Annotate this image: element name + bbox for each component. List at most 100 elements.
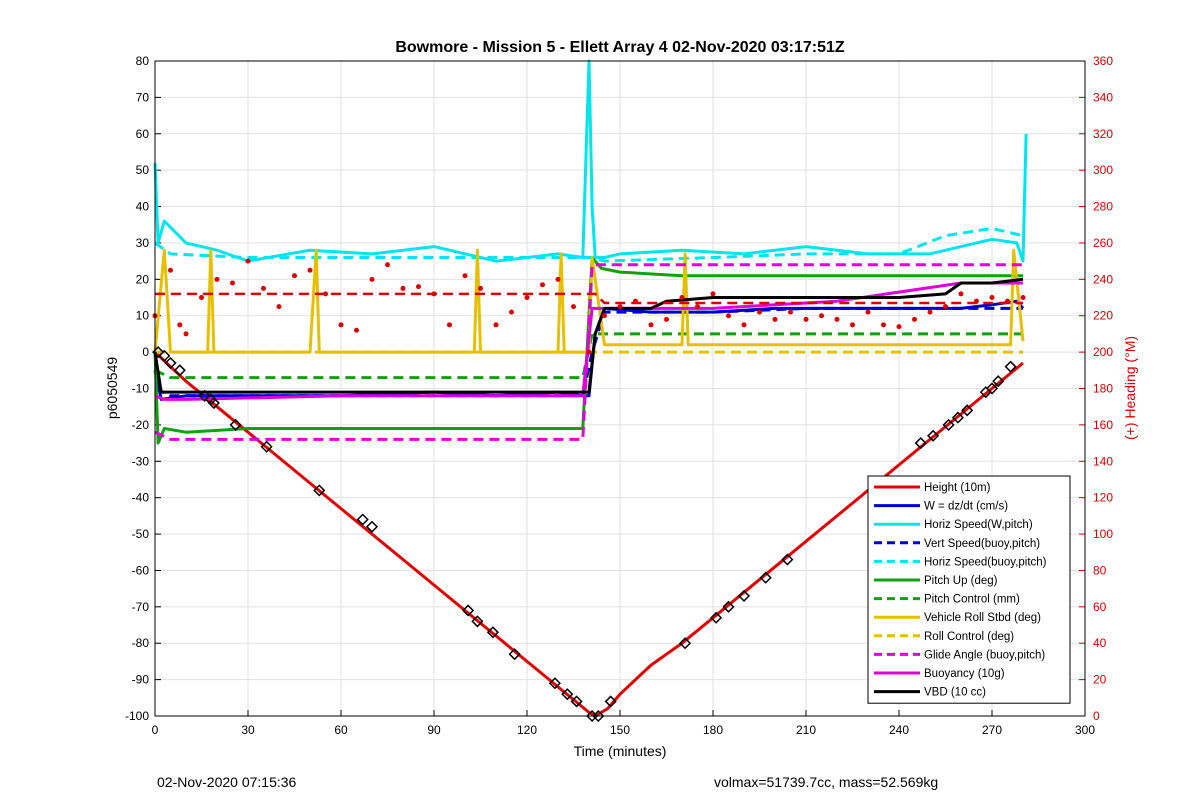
x-tick-label: 300 — [1075, 723, 1095, 737]
heading-point — [323, 291, 328, 297]
depth-marker — [759, 571, 772, 584]
y-tick-label: -20 — [132, 418, 150, 432]
y-tick-label: -30 — [132, 454, 150, 468]
heading-layer — [152, 258, 1026, 355]
heading-point — [199, 295, 204, 301]
depth-marker — [164, 356, 177, 370]
legend-label: W = dz/dt (cm/s) — [924, 501, 1008, 513]
right-tick-label: 40 — [1093, 636, 1107, 650]
heading-point — [772, 316, 778, 322]
heading-point — [369, 276, 375, 282]
x-tick-label: 270 — [982, 723, 1002, 737]
heading-point — [726, 313, 731, 319]
legend-box — [867, 475, 1071, 704]
heading-point — [478, 285, 483, 291]
right-tick-label: 240 — [1093, 272, 1113, 286]
depth-marker — [229, 418, 242, 431]
legend-label: Height (10m) — [924, 482, 991, 494]
heading-point — [912, 316, 917, 322]
depth-marker — [781, 553, 794, 566]
heading-point — [168, 267, 173, 273]
heading-point — [307, 267, 313, 273]
right-tick-label: 320 — [1093, 127, 1113, 141]
heading-point — [177, 322, 183, 328]
depth-marker — [914, 437, 927, 450]
heading-point — [1020, 295, 1026, 301]
heading-point — [865, 309, 871, 315]
depth-marker — [561, 688, 574, 701]
x-tick-label: 90 — [427, 723, 441, 737]
heading-point — [214, 276, 220, 282]
legend-label: Pitch Control (mm) — [924, 594, 1020, 606]
heading-point — [416, 284, 421, 290]
heading-point — [261, 285, 266, 291]
y-tick-label: 60 — [136, 127, 150, 141]
y-tick-label: -10 — [132, 382, 150, 396]
heading-point — [695, 304, 700, 310]
depth-marker — [1004, 360, 1017, 373]
heading-point — [927, 309, 933, 315]
heading-point — [617, 304, 623, 310]
legend-label: Horiz Speed(buoy,pitch) — [924, 556, 1047, 568]
right-tick-label: 120 — [1093, 491, 1113, 505]
y-tick-label: 50 — [136, 163, 150, 177]
heading-point — [338, 322, 344, 328]
series-line-11 — [153, 277, 1024, 394]
marker-layer — [152, 346, 1017, 723]
series-line-0 — [153, 351, 1024, 718]
heading-point — [400, 285, 406, 291]
legend-label: Vehicle Roll Stbd (deg) — [924, 612, 1041, 624]
y-tick-label: -70 — [132, 600, 150, 614]
heading-point — [230, 280, 235, 286]
right-tick-label: 280 — [1093, 200, 1113, 214]
right-tick-label: 340 — [1093, 90, 1113, 104]
chart-title: Bowmore - Mission 5 - Ellett Array 4 02-… — [395, 39, 845, 56]
y-tick-label: 40 — [136, 200, 150, 214]
depth-marker — [604, 695, 617, 708]
heading-point — [974, 298, 979, 304]
x-tick-label: 0 — [152, 723, 159, 737]
series-line-3 — [154, 306, 1023, 398]
heading-point — [555, 276, 561, 282]
right-tick-label: 80 — [1093, 563, 1107, 577]
heading-point — [586, 349, 592, 355]
right-tick-label: 60 — [1093, 600, 1107, 614]
y-tick-label: 0 — [142, 345, 149, 359]
y-axis-label: p6050549 — [104, 357, 120, 420]
right-tick-label: 360 — [1093, 54, 1113, 68]
heading-point — [276, 304, 282, 310]
legend-label: Glide Angle (buoy,pitch) — [924, 649, 1045, 661]
heading-point — [958, 291, 964, 297]
depth-marker — [722, 600, 735, 613]
heading-point — [1005, 298, 1010, 304]
heading-point — [850, 322, 855, 328]
x-tick-label: 120 — [517, 723, 537, 737]
heading-point — [834, 316, 840, 322]
depth-marker — [570, 695, 583, 708]
x-tick-label: 30 — [241, 723, 255, 737]
depth-marker — [471, 615, 484, 628]
legend-label: Vert Speed(buoy,pitch) — [924, 538, 1040, 550]
depth-marker — [985, 382, 999, 395]
heading-target-line — [155, 292, 1023, 305]
series-line-4 — [154, 226, 1024, 263]
x-tick-label: 60 — [334, 723, 348, 737]
y-tick-label: -90 — [132, 673, 150, 687]
depth-marker — [951, 411, 964, 424]
x-tick-label: 150 — [610, 723, 630, 737]
series-line-10 — [154, 281, 1023, 401]
heading-point — [493, 322, 499, 328]
y-tick-label: 30 — [136, 236, 150, 250]
right-tick-label: 140 — [1093, 454, 1113, 468]
heading-point — [524, 295, 530, 301]
x-axis-ticks: 0 30 60 90 120 150 180 210 240 270 300 — [152, 710, 1095, 737]
footer-timestamp: 02-Nov-2020 07:15:36 — [157, 774, 297, 790]
y-tick-label: -80 — [132, 636, 150, 650]
heading-point — [819, 313, 824, 319]
y-tick-label: -100 — [125, 709, 149, 723]
heading-point — [462, 273, 468, 279]
heading-point — [664, 316, 669, 322]
legend-label: VBD (10 cc) — [924, 687, 986, 699]
